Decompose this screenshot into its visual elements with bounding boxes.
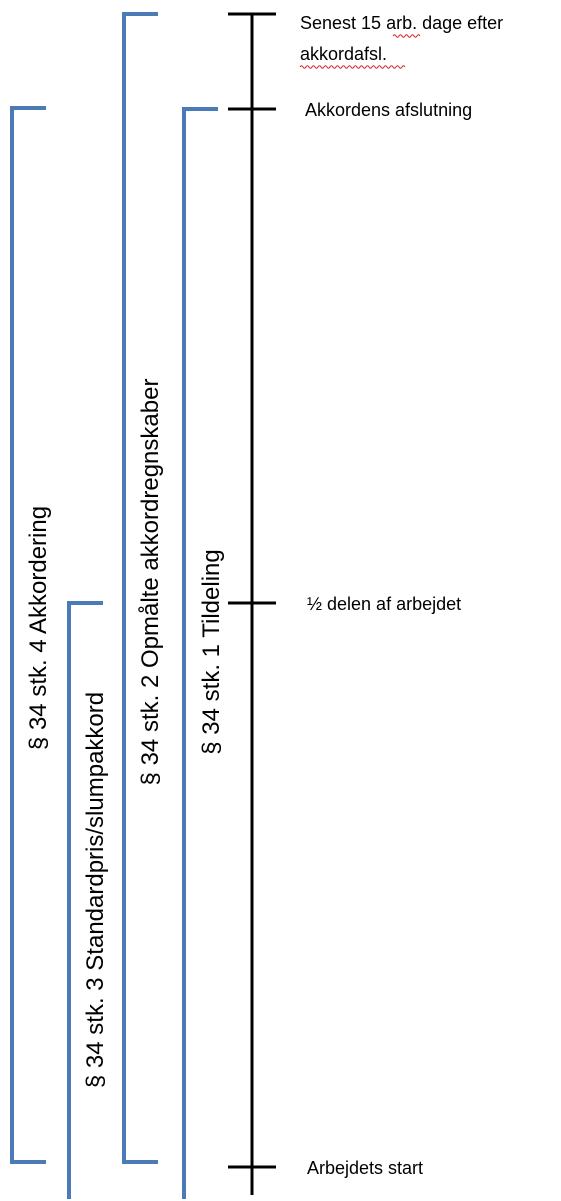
bracket-label-akkordering: § 34 stk. 4 Akkordering xyxy=(25,506,52,750)
mark-label-deadline-line-2: akkordafsl. xyxy=(300,44,387,64)
bracket-tildeling xyxy=(182,107,218,1199)
bracket-label-opmaalte: § 34 stk. 2 Opmålte akkordregnskaber xyxy=(137,379,164,786)
spellcheck-squiggle-akkordafsl xyxy=(299,65,406,69)
mark-label-start: Arbejdets start xyxy=(307,1158,423,1178)
mark-label-akkord-end: Akkordens afslutning xyxy=(305,100,472,120)
bracket-label-tildeling: § 34 stk. 1 Tildeling xyxy=(198,549,225,754)
bracket-label-standardpris: § 34 stk. 3 Standardpris/slumpakkord xyxy=(82,692,109,1088)
bracket-akkordering xyxy=(10,106,46,1164)
spellcheck-squiggle-arb xyxy=(392,34,421,38)
mark-label-deadline-line-1: Senest 15 arb. dage efter xyxy=(300,13,503,33)
bracket-opmaalte xyxy=(122,12,158,1164)
bracket-standardpris xyxy=(67,601,103,1199)
mark-label-half: ½ delen af arbejdet xyxy=(307,594,461,614)
